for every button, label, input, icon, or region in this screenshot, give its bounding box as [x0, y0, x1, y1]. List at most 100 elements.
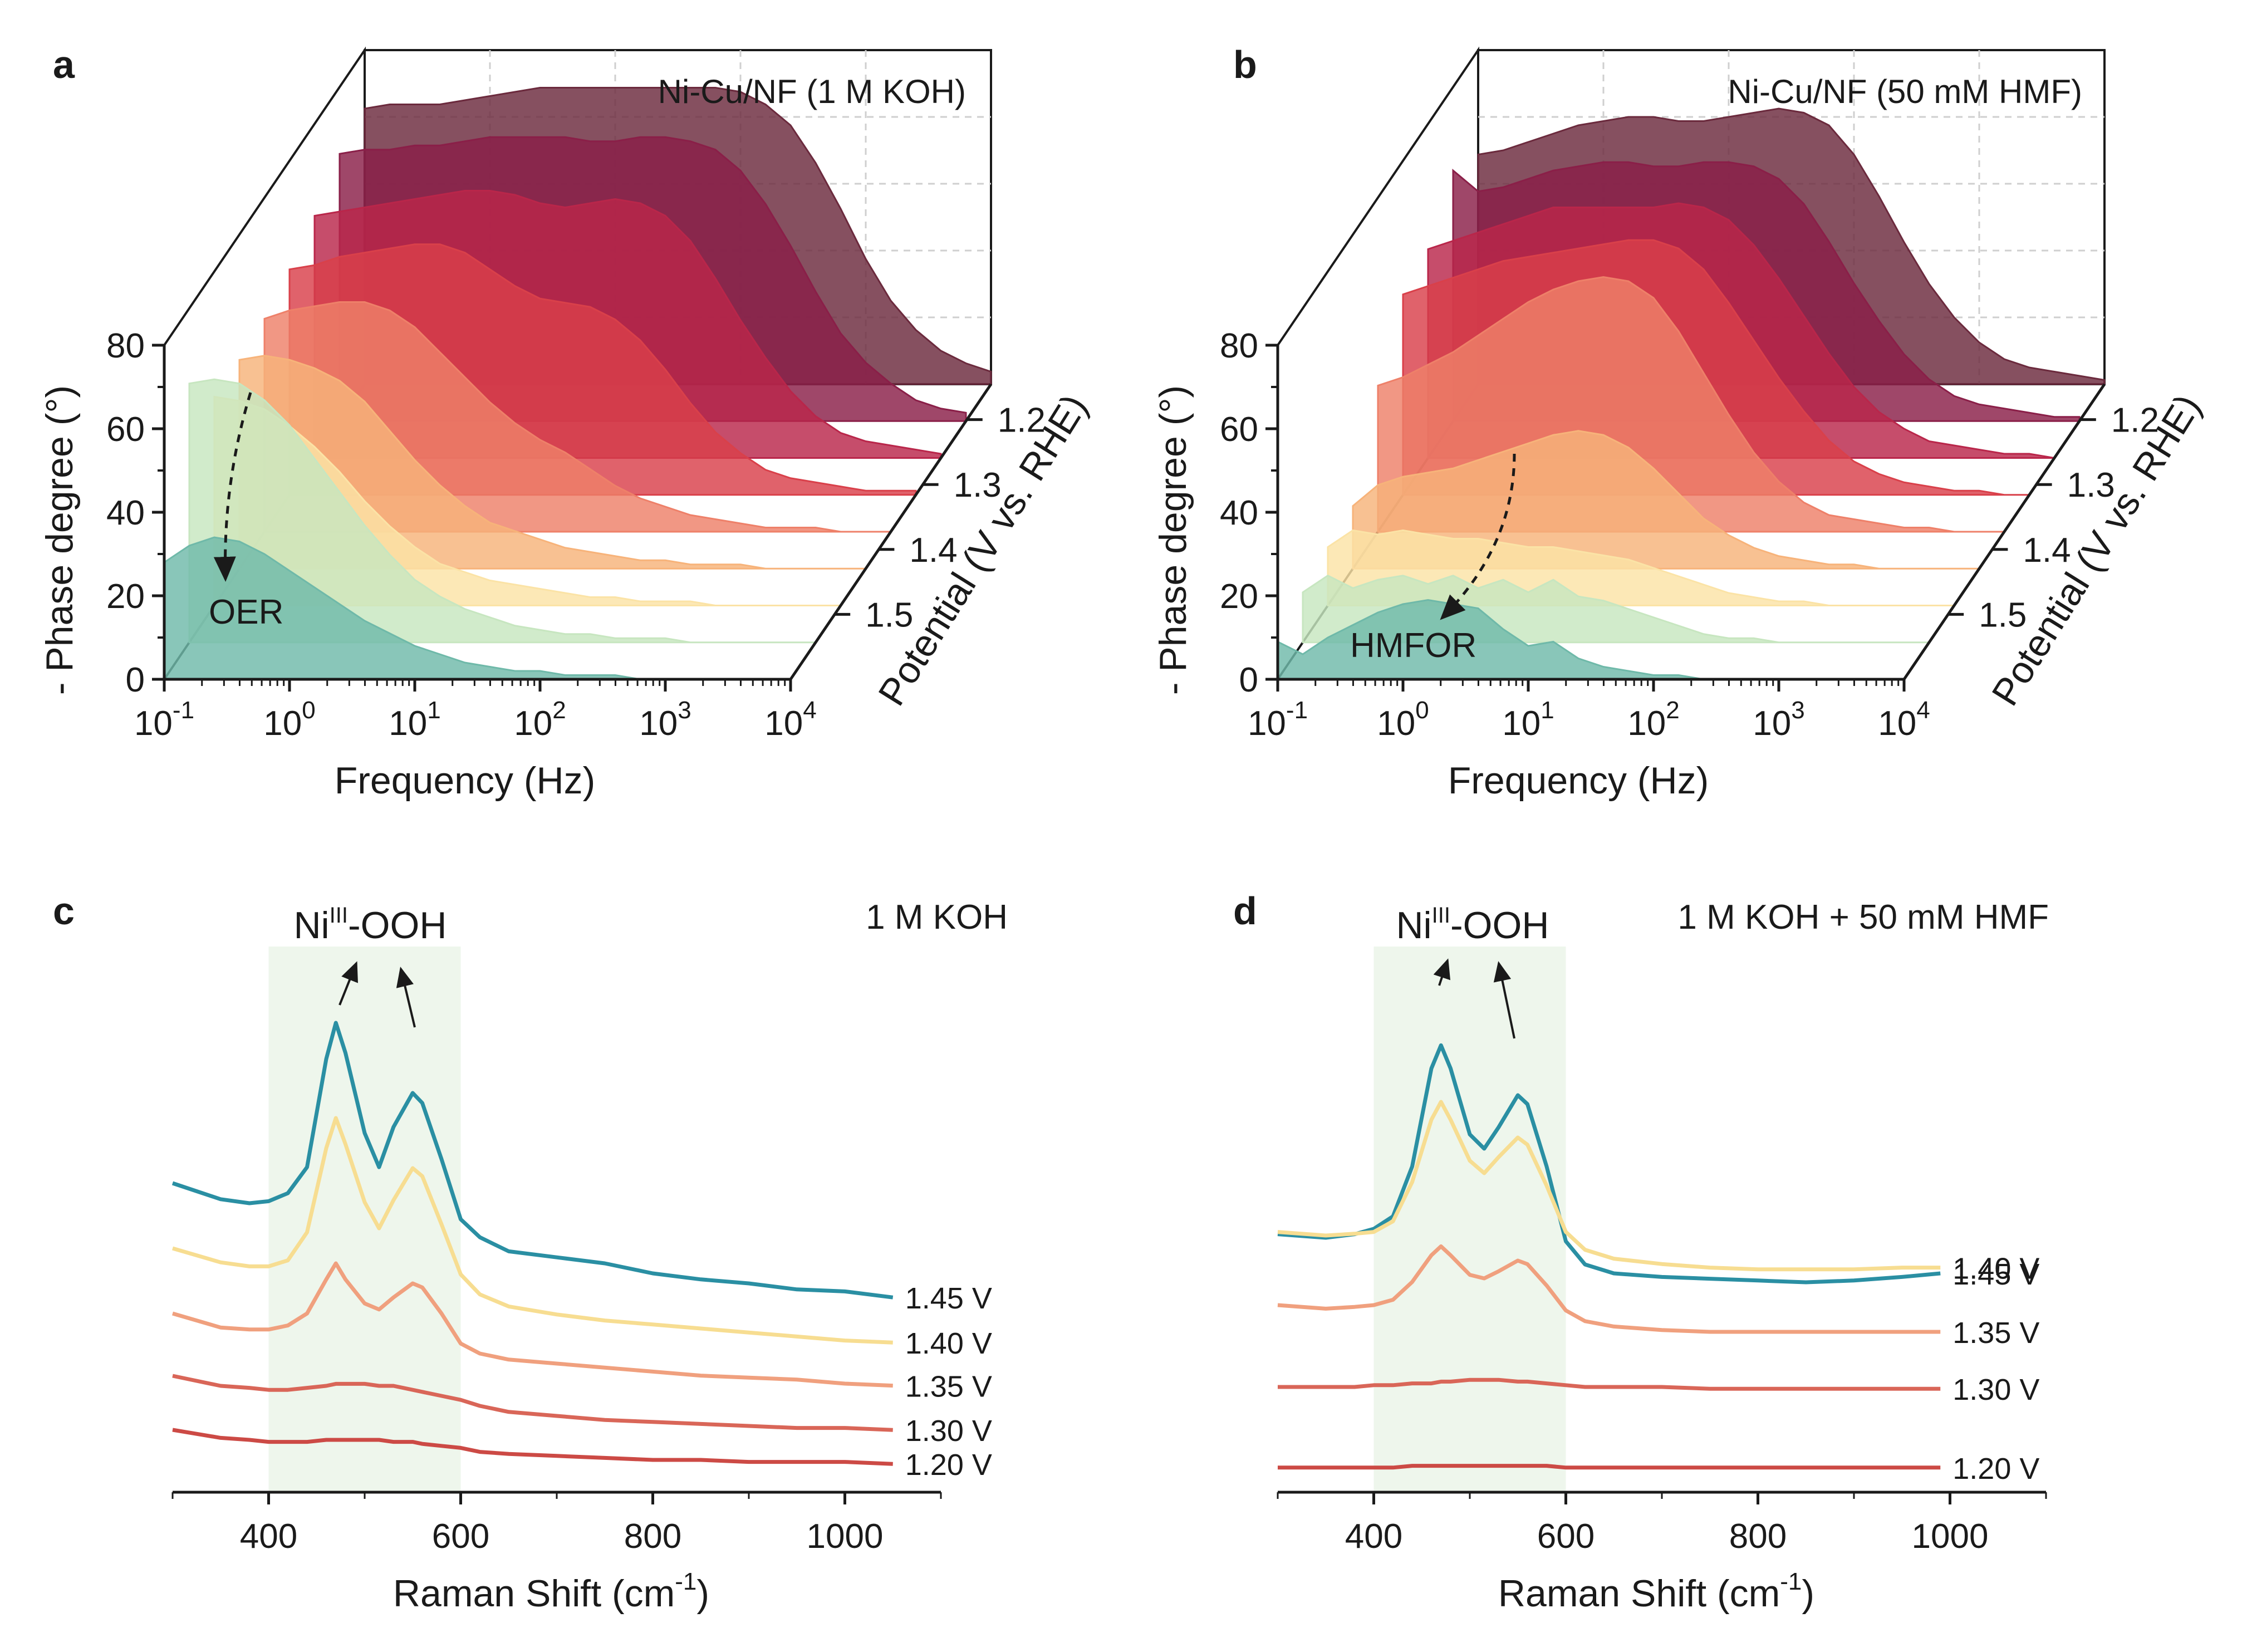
b-ytick-label-60: 60 — [1220, 410, 1258, 449]
panel-b-annotation-hmfor: HMFOR — [1350, 626, 1476, 665]
c-trace-1.35V — [172, 1261, 893, 1388]
b-ytick-label-0: 0 — [1239, 661, 1258, 699]
d-trace-1.40V — [1277, 1100, 1941, 1272]
panel-c-peak-arrow-2 — [396, 967, 416, 1028]
panel-c-series: 1.45 V 1.40 V 1.35 V 1.30 V1.20 V — [171, 1021, 992, 1482]
d-trace-label-4: 1.20 V — [1952, 1452, 2039, 1486]
panel-b-title: Ni-Cu/NF (50 mM HMF) — [1728, 73, 2082, 110]
panel-d-peak-label: NiIII-OOH — [1396, 903, 1549, 947]
panel-c-xlabel: Raman Shift (cm-1) — [393, 1568, 709, 1615]
a-xtick-label-1: 100 — [263, 697, 315, 743]
c-trace-1.20V — [172, 1428, 893, 1466]
b-xtick-label-4: 103 — [1753, 697, 1804, 743]
d-trace-label-2: 1.35 V — [1952, 1316, 2039, 1350]
a-ytick-label-40: 40 — [106, 494, 145, 532]
a-ytick-label-80: 80 — [106, 327, 145, 365]
d-trace-label-0: 1.45 V — [1952, 1258, 2039, 1291]
a-ytick-label-60: 60 — [106, 410, 145, 449]
b-xtick-label-3: 102 — [1627, 697, 1679, 743]
panel-c-peak-label: NiIII-OOH — [293, 903, 447, 947]
panel-a-xlabel: Frequency (Hz) — [335, 759, 596, 802]
d-trace-1.20V — [1278, 1464, 1941, 1470]
panel-b-series — [1277, 107, 2106, 680]
a-series-8-area — [188, 378, 816, 644]
a-xtick-label-5: 104 — [764, 697, 816, 743]
c-trace-1.40V — [172, 1116, 893, 1345]
b-ytick-label-40: 40 — [1220, 494, 1258, 532]
panel-c-axis: 400 600 800 1000 — [171, 1491, 942, 1556]
b-z-axis — [1902, 383, 2106, 680]
a-xtick-label-0: 10-1 — [134, 697, 194, 743]
panel-c: c 1.45 V 1.40 V 1.35 V 1.30 V1.20 V 400 600 8… — [53, 889, 1008, 1615]
d-xtick-label-600: 600 — [1537, 1517, 1595, 1556]
a-ztick-label-1.2: 1.2 — [998, 401, 1046, 440]
panel-d-highlight-region — [1373, 947, 1566, 1492]
panel-d-peak-arrow-2 — [1493, 961, 1515, 1039]
a-ztick-label-1.3: 1.3 — [954, 466, 1002, 504]
a-xtick-label-2: 101 — [389, 697, 440, 743]
c-xtick-label-1000: 1000 — [807, 1517, 884, 1556]
b-ztick-label-1.2: 1.2 — [2111, 401, 2159, 440]
d-trace-label-3: 1.30 V — [1952, 1373, 2039, 1406]
panel-a-title: Ni-Cu/NF (1 M KOH) — [658, 73, 966, 110]
c-trace-1.45V — [171, 1021, 894, 1300]
c-trace-label-2: 1.35 V — [905, 1370, 992, 1404]
panel-b-frame: 0 20 40 60 80 10-1 100 101 102 103 104 1.2 1.3 1.4 1.5 — [1220, 327, 2159, 743]
c-trace-label-4: 1.20 V — [905, 1448, 992, 1482]
panel-a-trend-arrow — [213, 392, 252, 582]
d-trace-label-1: 1.40 V — [1952, 1252, 2039, 1286]
panel-d-peak-arrow-1 — [1433, 958, 1451, 986]
d-trace-1.45V — [1277, 1043, 1941, 1285]
panel-c-peak-arrow-1 — [338, 961, 358, 1006]
panel-b-ylabel: - Phase degree (°) — [1152, 385, 1194, 695]
b-ytick-label-20: 20 — [1220, 577, 1258, 616]
panel-b-label: b — [1233, 43, 1257, 86]
c-xtick-label-800: 800 — [624, 1517, 681, 1556]
b-xtick-label-1: 100 — [1377, 697, 1429, 743]
panel-a: a 0 20 40 60 80 10-1 100 101 102 103 104 1.2 1.3 1.4 1… — [38, 43, 1096, 802]
a-ytick-label-0: 0 — [126, 661, 145, 699]
a-ytick-label-20: 20 — [106, 577, 145, 616]
panel-c-highlight-region — [268, 947, 461, 1492]
panel-b-trend-arrow — [1440, 453, 1516, 620]
panel-a-zlabel: Potential (V vs. RHE) — [870, 387, 1096, 713]
c-xtick-label-400: 400 — [240, 1517, 297, 1556]
c-trace-label-3: 1.30 V — [905, 1414, 992, 1448]
a-xtick-label-4: 103 — [639, 697, 691, 743]
a-z-axis — [789, 383, 993, 680]
b-xtick-label-5: 104 — [1878, 697, 1930, 743]
a-ztick-label-1.5: 1.5 — [865, 596, 913, 634]
b-xtick-label-0: 10-1 — [1248, 697, 1308, 743]
c-trace-label-0: 1.45 V — [905, 1282, 992, 1315]
panel-d-label: d — [1233, 889, 1257, 933]
panel-d-xlabel: Raman Shift (cm-1) — [1498, 1568, 1814, 1615]
d-xtick-label-1000: 1000 — [1912, 1517, 1989, 1556]
b-ztick-label-1.4: 1.4 — [2023, 531, 2071, 570]
b-series-6-area — [1352, 430, 1979, 570]
panel-d: d 1.45 V1.40 V 1.35 V 1.30 V 1.20 V 400 600 8… — [1233, 889, 2049, 1615]
panel-b-xlabel: Frequency (Hz) — [1448, 759, 1709, 802]
b-ytick-label-80: 80 — [1220, 327, 1258, 365]
d-trace-1.35V — [1277, 1244, 1941, 1334]
panel-c-title: 1 M KOH — [866, 898, 1008, 937]
d-xtick-label-800: 800 — [1729, 1517, 1787, 1556]
d-xtick-label-400: 400 — [1345, 1517, 1402, 1556]
panel-d-series: 1.45 V1.40 V 1.35 V 1.30 V 1.20 V — [1277, 1043, 2039, 1486]
a-ztick-label-1.4: 1.4 — [909, 531, 957, 570]
b-ztick-label-1.3: 1.3 — [2067, 466, 2115, 504]
c-trace-1.30V — [172, 1374, 893, 1432]
a-series-6-area — [238, 355, 866, 570]
panel-a-frame: 0 20 40 60 80 10-1 100 101 102 103 104 1.2 1.3 1.4 1.5 — [106, 327, 1046, 743]
panel-a-annotation-oer: OER — [209, 593, 283, 631]
b-xtick-label-2: 101 — [1502, 697, 1554, 743]
panel-c-label: c — [53, 889, 75, 933]
c-xtick-label-600: 600 — [432, 1517, 489, 1556]
panel-a-ylabel: - Phase degree (°) — [38, 385, 81, 695]
panel-d-title: 1 M KOH + 50 mM HMF — [1677, 898, 2049, 937]
b-ztick-label-1.5: 1.5 — [1979, 596, 2027, 634]
panel-d-axis: 400 600 800 1000 — [1277, 1491, 2047, 1556]
c-trace-label-1: 1.40 V — [905, 1327, 992, 1360]
panel-b: b 0 20 40 60 80 10-1 100 101 102 103 104 1.2 1.3 1.4 1… — [1152, 43, 2209, 802]
panel-a-label: a — [53, 43, 75, 86]
